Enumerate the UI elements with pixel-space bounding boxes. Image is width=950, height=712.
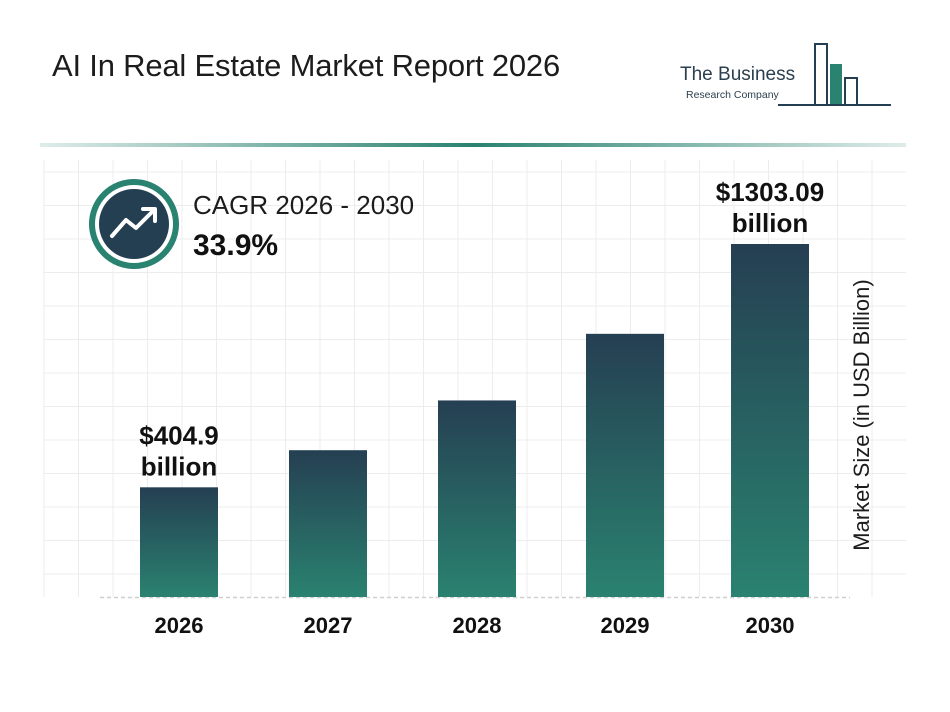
x-tick-label: 2030 — [746, 613, 795, 638]
page-title: AI In Real Estate Market Report 2026 — [52, 48, 561, 83]
bar-2027 — [289, 450, 367, 597]
company-logo: The Business Research Company — [678, 40, 898, 110]
chart-bars — [140, 244, 809, 597]
logo-subname: Research Company — [686, 89, 779, 101]
x-tick-label: 2029 — [601, 613, 650, 638]
cagr-value: 33.9% — [193, 229, 279, 262]
cagr-label: CAGR 2026 - 2030 — [193, 190, 415, 220]
logo-name: The Business — [680, 64, 796, 85]
logo-bars-icon — [778, 43, 891, 106]
bar-2026 — [140, 487, 218, 597]
bar-2030 — [731, 244, 809, 597]
data-label-unit: billion — [141, 451, 218, 481]
header-divider — [40, 143, 906, 147]
x-tick-label: 2028 — [453, 613, 502, 638]
y-axis-label: Market Size (in USD Billion) — [849, 279, 874, 551]
x-tick-label: 2026 — [155, 613, 204, 638]
data-label-value: $404.9 — [139, 420, 219, 450]
data-label-value: $1303.09 — [716, 177, 824, 207]
trend-up-icon — [88, 178, 180, 270]
data-label-unit: billion — [732, 208, 809, 238]
bar-2028 — [438, 400, 516, 597]
bar-2029 — [586, 333, 664, 597]
x-tick-label: 2027 — [304, 613, 353, 638]
